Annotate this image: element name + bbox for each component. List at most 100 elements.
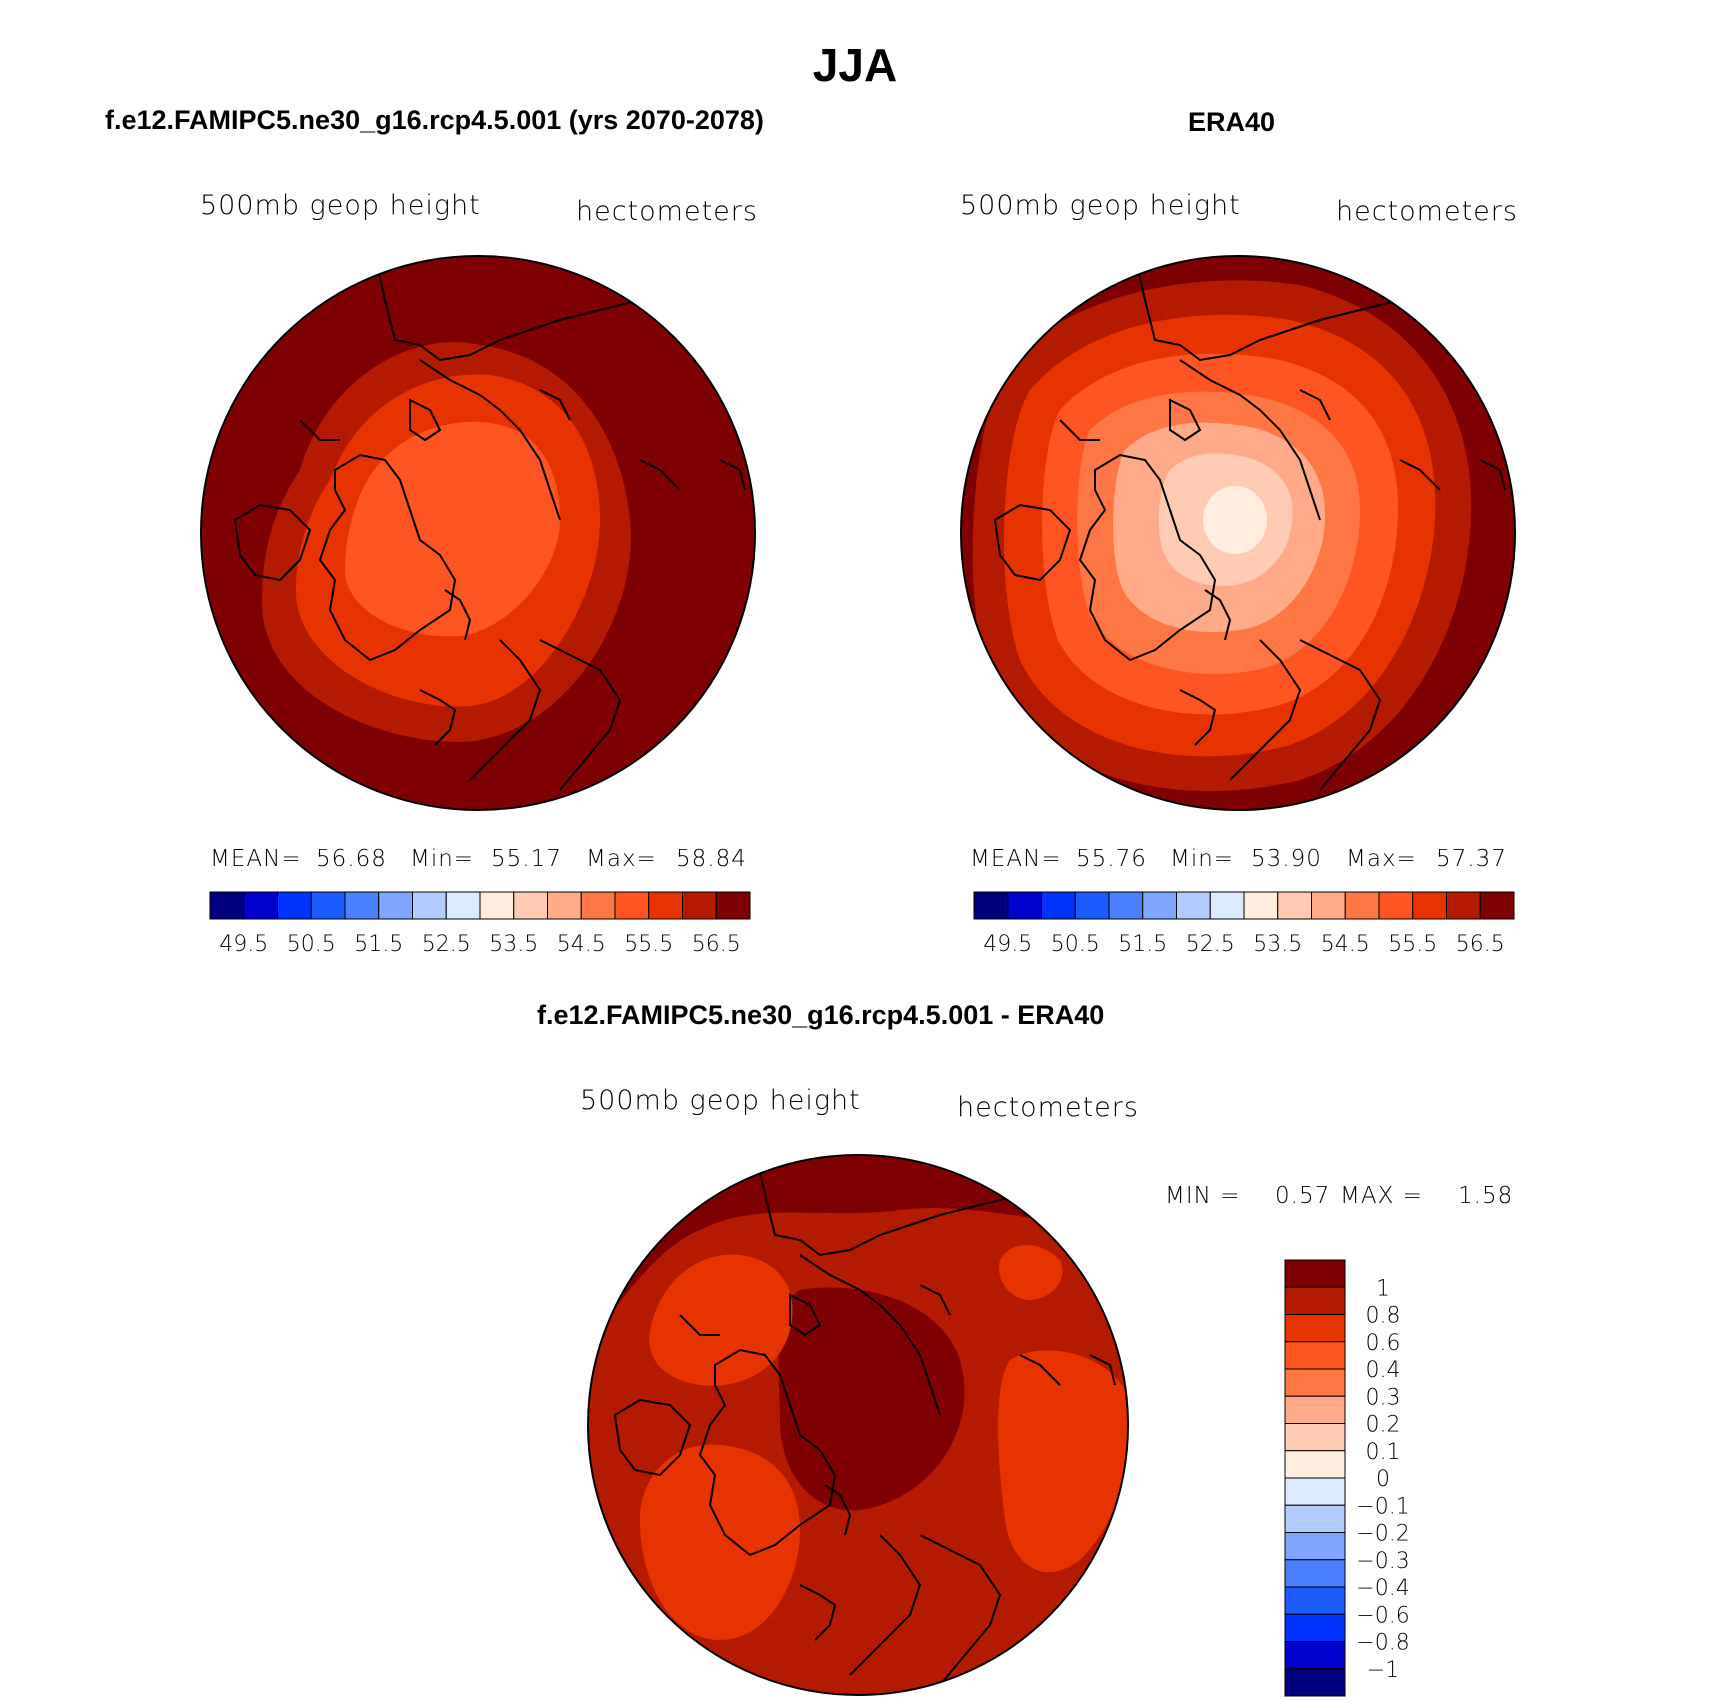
- map-3-boundary: [587, 1154, 1129, 1696]
- panel-2-mean-label: MEAN=: [970, 846, 1062, 872]
- colorbar-2: 49.5 50.5 51.5 52.5 53.5 54.5 55.5 56.5: [973, 891, 1515, 957]
- panel-2-max-value: 57.37: [1436, 846, 1507, 872]
- colorbar-3-swatch: [1284, 1668, 1346, 1697]
- colorbar-3-swatch: [1284, 1532, 1346, 1561]
- colorbar-1-tick-label: 51.5: [354, 932, 403, 957]
- panel-1-units: hectometers: [576, 196, 758, 227]
- colorbar-1-swatch: [682, 891, 717, 920]
- colorbar-3-tick-label: 0: [1376, 1467, 1390, 1492]
- colorbar-3-tick-label: 0.4: [1366, 1358, 1401, 1383]
- panel-2-max-label: Max=: [1346, 846, 1417, 872]
- colorbar-3-tick-label: 0.2: [1366, 1413, 1401, 1438]
- map-1-contours: [201, 256, 755, 810]
- panel-3-min-value: 0.57: [1275, 1183, 1331, 1209]
- panel-2-variable: 500mb geop height: [960, 190, 1241, 221]
- colorbar-3-tick-label: −1: [1367, 1658, 1399, 1683]
- colorbar-2-swatch: [1344, 891, 1380, 920]
- colorbar-1-tick-label: 50.5: [287, 932, 336, 957]
- panel-2-min-label: Min=: [1170, 846, 1235, 872]
- panel-3-title: f.e12.FAMIPC5.ne30_g16.rcp4.5.001 - ERA4…: [537, 1000, 1105, 1030]
- colorbar-1-swatch: [378, 891, 413, 920]
- colorbar-1-swatch: [209, 891, 245, 920]
- map-2-contours: [961, 256, 1515, 810]
- panel-1-title: f.e12.FAMIPC5.ne30_g16.rcp4.5.001 (yrs 2…: [105, 105, 764, 135]
- colorbar-1-tick-label: 53.5: [489, 932, 538, 957]
- colorbar-1: 49.5 50.5 51.5 52.5 53.5 54.5 55.5 56.5: [209, 891, 751, 957]
- colorbar-3-swatch: [1284, 1613, 1346, 1642]
- colorbar-1-swatch: [243, 891, 278, 920]
- colorbar-3-swatch: [1284, 1259, 1346, 1288]
- colorbar-1-tick-label: 56.5: [692, 932, 741, 957]
- map-panel-1: [200, 255, 756, 811]
- colorbar-3-tick-label: −0.2: [1356, 1522, 1409, 1547]
- panel-2-min-value: 53.90: [1251, 846, 1322, 872]
- colorbar-3-swatch: [1284, 1586, 1346, 1615]
- colorbar-1-tick-label: 54.5: [557, 932, 606, 957]
- colorbar-2-tick-label: 49.5: [983, 932, 1032, 957]
- colorbar-3-swatch: [1284, 1423, 1346, 1452]
- colorbar-2-swatch: [1311, 891, 1346, 920]
- colorbar-3-swatch: [1284, 1368, 1346, 1397]
- map-3-coastlines: [613, 1155, 1116, 1686]
- panel-1-mean-label: MEAN=: [210, 846, 302, 872]
- colorbar-1-swatch: [277, 891, 312, 920]
- colorbar-1-swatch: [648, 891, 683, 920]
- colorbar-2-swatch: [1074, 891, 1110, 920]
- colorbar-2-tick-label: 52.5: [1186, 932, 1235, 957]
- panel-1-variable: 500mb geop height: [200, 190, 481, 221]
- colorbar-1-tick-label: 52.5: [422, 932, 471, 957]
- colorbar-3-tick-label: −0.3: [1356, 1549, 1409, 1574]
- colorbar-2-swatch: [1243, 891, 1279, 920]
- colorbar-1-swatch: [445, 891, 481, 920]
- panel-2-units: hectometers: [1336, 196, 1518, 227]
- colorbar-3-swatch: [1284, 1450, 1346, 1479]
- panel-3-variable: 500mb geop height: [580, 1085, 861, 1116]
- map-panel-3: [587, 1154, 1129, 1696]
- colorbar-3-swatch: [1284, 1395, 1346, 1424]
- colorbar-2-swatch: [1479, 891, 1515, 920]
- colorbar-2-swatch: [973, 891, 1009, 920]
- map-1-boundary: [200, 255, 756, 811]
- colorbar-2-tick-label: 51.5: [1118, 932, 1167, 957]
- colorbar-2-swatch: [1176, 891, 1211, 920]
- colorbar-3-tick-label: −0.6: [1356, 1603, 1409, 1628]
- colorbar-3-tick-label: 0.1: [1366, 1440, 1401, 1465]
- map-1-coastlines: [233, 256, 746, 791]
- figure-title: JJA: [812, 39, 898, 91]
- colorbar-1-tick-label: 49.5: [219, 932, 268, 957]
- panel-1-min-label: Min=: [410, 846, 475, 872]
- colorbar-2-tick-label: 54.5: [1321, 932, 1370, 957]
- colorbar-3-swatch: [1284, 1314, 1346, 1343]
- colorbar-2-swatch: [1108, 891, 1144, 920]
- colorbar-1-swatch: [547, 891, 582, 920]
- colorbar-1-swatch: [479, 891, 515, 920]
- colorbar-3-tick-label: −0.4: [1356, 1576, 1409, 1601]
- colorbar-2-swatch: [1446, 891, 1481, 920]
- panel-1-min-value: 55.17: [491, 846, 562, 872]
- colorbar-3-swatch: [1284, 1504, 1346, 1533]
- colorbar-3-tick-label: −0.1: [1356, 1494, 1409, 1519]
- colorbar-3-swatch: [1284, 1641, 1346, 1670]
- map-2-boundary: [960, 255, 1516, 811]
- colorbar-1-swatch: [580, 891, 616, 920]
- colorbar-1-tick-label: 55.5: [624, 932, 673, 957]
- panel-3-units: hectometers: [957, 1092, 1139, 1123]
- colorbar-2-swatch: [1041, 891, 1076, 920]
- colorbar-1-swatch: [310, 891, 346, 920]
- panel-3-max-label: MAX =: [1340, 1183, 1423, 1209]
- colorbar-3-tick-label: 1: [1376, 1276, 1390, 1301]
- map-3-contours: [588, 1155, 1128, 1695]
- panel-1-mean-value: 56.68: [316, 846, 387, 872]
- map-panel-2: [960, 255, 1516, 811]
- colorbar-2-swatch: [1412, 891, 1447, 920]
- panel-3-max-value: 1.58: [1458, 1183, 1514, 1209]
- colorbar-2-swatch: [1142, 891, 1177, 920]
- colorbar-2-tick-label: 56.5: [1456, 932, 1505, 957]
- colorbar-2-tick-label: 55.5: [1388, 932, 1437, 957]
- colorbar-2-swatch: [1378, 891, 1414, 920]
- colorbar-2-swatch: [1007, 891, 1042, 920]
- panel-2-mean-value: 55.76: [1076, 846, 1147, 872]
- colorbar-1-swatch: [614, 891, 650, 920]
- colorbar-2-swatch: [1209, 891, 1245, 920]
- colorbar-2-swatch: [1277, 891, 1312, 920]
